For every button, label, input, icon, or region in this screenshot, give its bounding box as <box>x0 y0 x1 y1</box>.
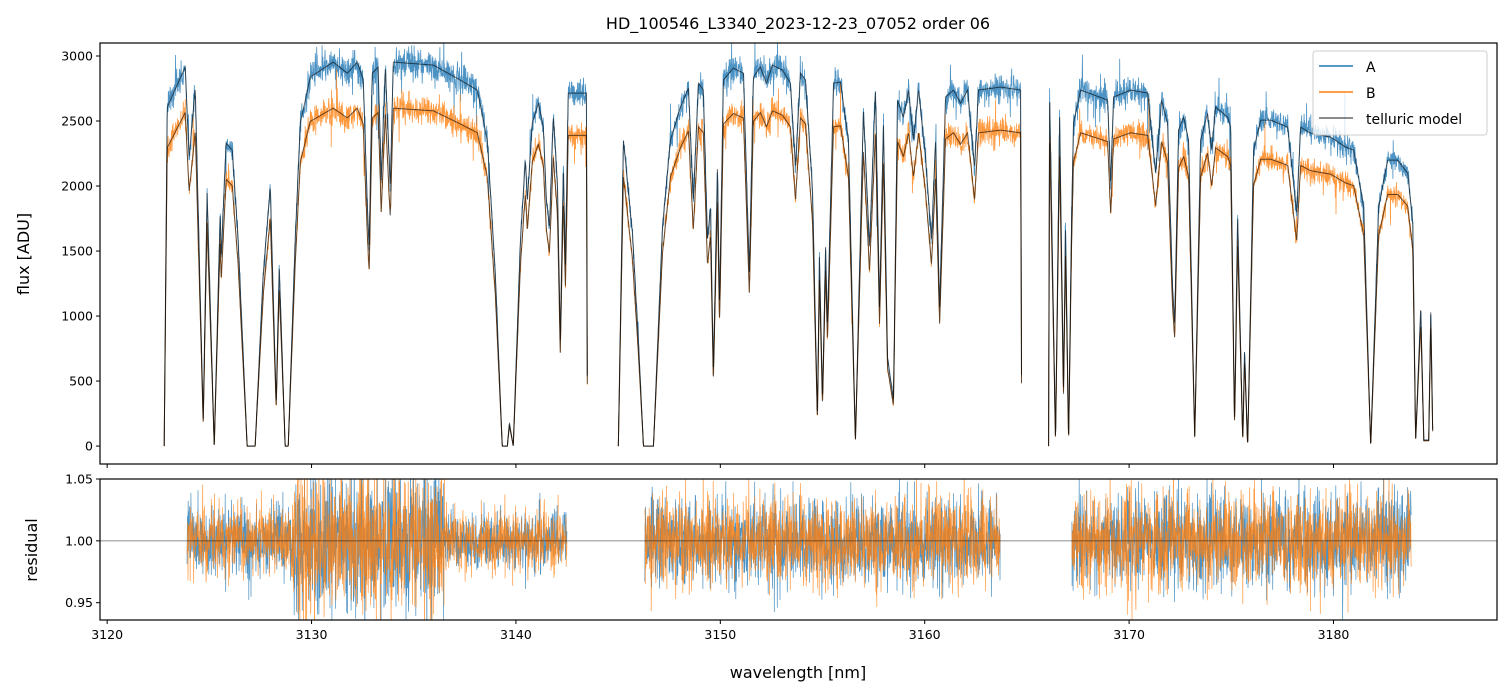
x-tick-label: 3170 <box>1113 627 1145 642</box>
x-tick-label: 3180 <box>1318 627 1350 642</box>
flux-y-tick-label: 2500 <box>61 114 93 129</box>
residual-y-tick-label: 1.05 <box>65 472 93 487</box>
residual-axis-label: residual <box>22 518 41 581</box>
flux-axes-frame <box>99 42 1498 465</box>
legend-box <box>1312 50 1488 136</box>
legend-label-model: telluric model <box>1366 112 1462 128</box>
series-b-line <box>163 69 1434 447</box>
residual-plot-area <box>100 479 1497 620</box>
residual-y-tick-label: 1.00 <box>65 533 93 548</box>
legend-label-a: A <box>1366 60 1376 76</box>
chart-title: HD_100546_L3340_2023-12-23_07052 order 0… <box>606 14 990 34</box>
x-tick-label: 3140 <box>500 627 532 642</box>
x-tick-label: 3120 <box>91 627 123 642</box>
flux-panel: 0 500 1000 1500 2000 2500 3000 <box>61 42 1498 468</box>
legend: A B telluric model <box>1312 50 1488 136</box>
x-tick-label: 3160 <box>909 627 941 642</box>
x-tick-label: 3130 <box>296 627 328 642</box>
flux-y-tick-label: 0 <box>85 439 93 454</box>
x-tick-label: 3150 <box>704 627 736 642</box>
flux-y-tick-label: 1000 <box>61 309 93 324</box>
residual-b-line <box>186 479 1412 620</box>
series-a-line <box>163 43 1434 447</box>
flux-y-tick-label: 500 <box>69 374 93 389</box>
flux-y-tick-label: 3000 <box>61 49 93 64</box>
residual-y-tick-label: 0.95 <box>65 595 93 610</box>
flux-plot-area <box>163 43 1434 447</box>
x-axis-label: wavelength [nm] <box>730 663 867 682</box>
flux-y-tick-label: 1500 <box>61 244 93 259</box>
legend-label-b: B <box>1366 86 1376 102</box>
flux-y-tick-label: 2000 <box>61 179 93 194</box>
flux-axis-label: flux [ADU] <box>14 213 33 295</box>
telluric-model-b-line <box>163 107 1434 447</box>
residual-axes-frame <box>99 478 1498 621</box>
residual-panel: 3120 3130 3140 3150 3160 3170 3180 0.95 1.00 1.05 <box>65 472 1498 642</box>
